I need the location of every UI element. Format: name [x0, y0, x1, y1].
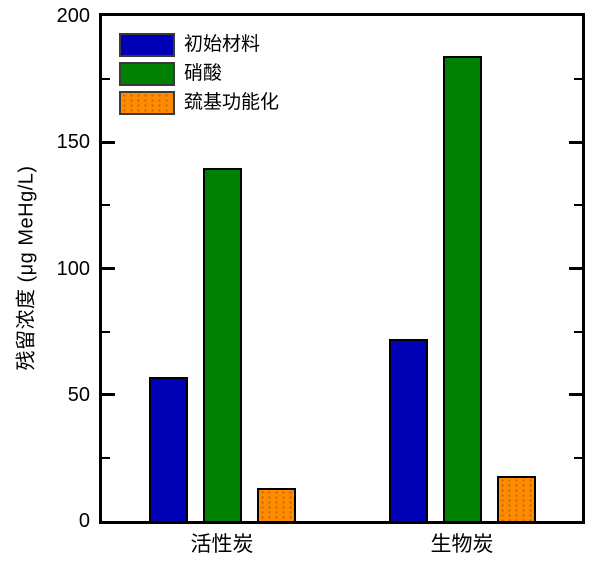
bar-2-series-2 — [442, 56, 482, 523]
y-tick-label-200: 200 — [56, 5, 90, 27]
major-tick-left-100 — [102, 267, 115, 270]
legend-label-3: 巯基功能化 — [184, 92, 280, 113]
legend-swatch-2 — [119, 62, 175, 86]
legend: 初始材料硝酸巯基功能化 — [119, 33, 279, 120]
minor-tick-right-175 — [574, 78, 582, 81]
legend-label-2: 硝酸 — [184, 63, 223, 84]
bar-1-series-1 — [148, 377, 188, 523]
minor-tick-left-75 — [102, 330, 110, 333]
legend-row-2: 硝酸 — [119, 62, 279, 86]
minor-tick-left-25 — [102, 456, 110, 459]
bar-1-series-2 — [202, 167, 242, 523]
minor-tick-right-75 — [574, 330, 582, 333]
y-tick-label-150: 150 — [56, 131, 90, 154]
y-axis-title: 残留浓度 (μg MeHg/L) — [15, 165, 38, 371]
x-category-label-1: 活性炭 — [190, 533, 254, 556]
legend-row-1: 初始材料 — [119, 33, 279, 57]
y-tick-label-100: 100 — [56, 257, 90, 280]
major-tick-right-150 — [569, 140, 582, 144]
minor-tick-right-125 — [574, 204, 582, 207]
y-tick-label-50: 50 — [67, 383, 90, 406]
bar-2-series-1 — [388, 339, 428, 523]
major-tick-left-150 — [102, 140, 115, 144]
major-tick-right-100 — [569, 267, 582, 270]
x-category-label-2: 生物炭 — [430, 533, 494, 556]
legend-swatch-3 — [119, 91, 175, 115]
major-tick-left-50 — [102, 393, 115, 397]
legend-row-3: 巯基功能化 — [119, 91, 279, 115]
y-tick-label-0: 0 — [78, 510, 90, 532]
major-tick-right-50 — [569, 393, 582, 397]
minor-tick-left-175 — [102, 78, 110, 81]
minor-tick-left-125 — [102, 204, 110, 207]
legend-label-1: 初始材料 — [184, 34, 261, 55]
minor-tick-right-25 — [574, 456, 582, 459]
bar-1-series-3 — [256, 488, 296, 523]
legend-swatch-1 — [119, 33, 175, 57]
bar-2-series-3 — [496, 475, 536, 523]
